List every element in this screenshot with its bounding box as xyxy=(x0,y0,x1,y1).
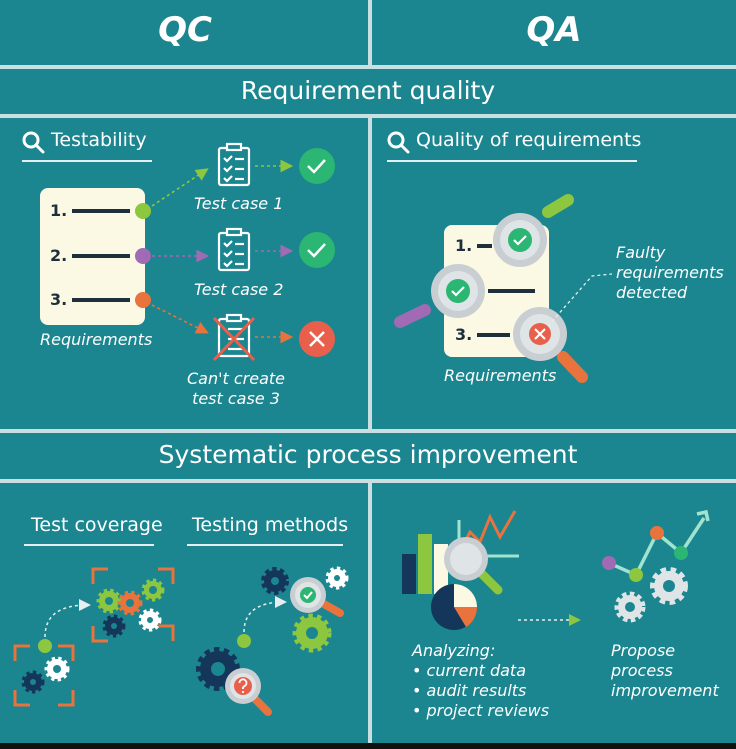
clipboard-crossed-icon xyxy=(212,313,256,362)
quality-of-requirements-heading: Quality of requirements xyxy=(416,129,642,151)
magnifier-handle-green xyxy=(542,194,574,218)
orange-dot xyxy=(135,292,151,308)
propose-list: Propose process improvement xyxy=(611,641,719,701)
gear-icon xyxy=(21,670,45,694)
search-icon xyxy=(22,131,45,154)
testability-heading: Testability xyxy=(51,129,147,151)
green-dot xyxy=(135,203,151,219)
analyzing-item: • audit results xyxy=(412,681,527,700)
requirements-caption: Requirements xyxy=(40,330,153,349)
question-icon xyxy=(225,668,261,704)
gear-icon xyxy=(44,656,70,682)
gear-icon xyxy=(117,590,143,616)
magnifier-icon xyxy=(493,213,547,267)
faulty-label-2: requirements xyxy=(616,263,724,282)
magnifier-handle-orange xyxy=(557,351,588,383)
clipboard-icon xyxy=(217,142,251,187)
column-header-qa: QA xyxy=(526,10,582,50)
check-circle-icon xyxy=(299,232,335,268)
trend-line-icon xyxy=(602,509,710,582)
coverage-brackets xyxy=(13,567,175,707)
list-number: 3. xyxy=(50,290,68,309)
gear-icon xyxy=(614,591,646,623)
requirements-document xyxy=(40,188,145,325)
list-number: 1. xyxy=(455,236,473,255)
magnifier-handle-green xyxy=(476,568,503,595)
magnifier-handle-purple xyxy=(394,304,431,328)
quality-underline xyxy=(387,160,637,162)
faulty-label-1: Faulty xyxy=(616,243,666,262)
list-number: 1. xyxy=(50,201,68,220)
list-number: 2. xyxy=(50,246,68,265)
clipboard-icon xyxy=(217,227,251,272)
check-circle-icon xyxy=(299,148,335,184)
arrows-to-test-cases xyxy=(151,159,294,344)
testing-methods-underline xyxy=(187,544,343,546)
faulty-label-3: detected xyxy=(616,283,688,302)
pie-chart-icon xyxy=(431,584,478,630)
propose-line: Propose xyxy=(611,641,676,660)
column-header-qc: QC xyxy=(158,10,212,50)
purple-dot xyxy=(135,248,151,264)
gear-icon xyxy=(261,567,289,595)
magnifier-handle-orange xyxy=(250,694,272,716)
testability-underline xyxy=(22,160,152,162)
propose-line: process xyxy=(611,661,673,680)
gear-icon xyxy=(292,613,332,653)
gear-icon xyxy=(138,608,162,632)
analyzing-list: Analyzing: • current data • audit result… xyxy=(412,641,549,721)
faulty-pointer-line xyxy=(547,273,613,327)
magnifier-icon xyxy=(444,537,488,581)
search-icon xyxy=(387,131,410,154)
cant-create-label-2: test case 3 xyxy=(192,389,280,408)
gear-icon xyxy=(141,578,165,602)
analyzing-item: • current data xyxy=(412,661,526,680)
testing-methods-heading: Testing methods xyxy=(192,514,349,536)
magnifier-icon xyxy=(513,307,567,361)
test-coverage-heading: Test coverage xyxy=(31,514,163,536)
list-number: 3. xyxy=(455,325,473,344)
green-dot xyxy=(38,639,52,653)
cross-circle-icon xyxy=(299,321,335,357)
analyzing-title: Analyzing: xyxy=(412,641,496,660)
magnifier-handle-orange xyxy=(318,599,344,617)
gear-icon xyxy=(102,614,126,638)
test-case-1-label: Test case 1 xyxy=(194,194,284,213)
gear-icon xyxy=(96,588,122,614)
band-title-requirement-quality: Requirement quality xyxy=(240,76,496,105)
analyzing-item: • project reviews xyxy=(412,701,550,720)
coverage-arrow xyxy=(44,599,91,638)
magnifier-icon xyxy=(290,577,326,613)
test-coverage-underline xyxy=(24,544,154,546)
band-title-process-improvement: Systematic process improvement xyxy=(158,440,578,469)
propose-line: improvement xyxy=(611,681,719,700)
cant-create-label-1: Can't create xyxy=(186,369,285,388)
green-dot xyxy=(237,634,251,648)
magnifier-icon xyxy=(431,264,485,318)
gear-icon xyxy=(650,567,688,605)
requirements-caption: Requirements xyxy=(444,366,557,385)
test-case-2-label: Test case 2 xyxy=(194,280,284,299)
bar-chart-icon xyxy=(402,534,448,594)
gear-icon xyxy=(325,566,349,590)
methods-arrow xyxy=(243,596,287,633)
